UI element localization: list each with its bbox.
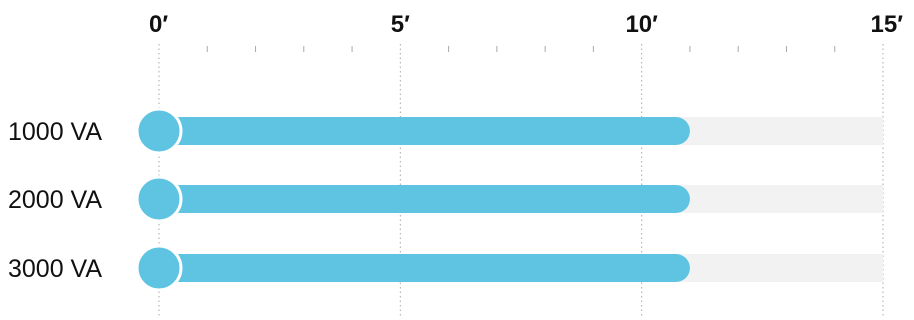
- category-label: 2000 VA: [8, 186, 102, 214]
- bar: [159, 254, 690, 282]
- bar-row: 1000 VA: [8, 107, 883, 155]
- bar-start-knob: [135, 244, 183, 292]
- bar-start-knob: [135, 175, 183, 223]
- bar-row: 2000 VA: [8, 175, 883, 223]
- minor-ticks: [206, 46, 836, 52]
- x-tick-label: 0′: [149, 11, 168, 38]
- x-axis-tick-labels: 0′ 5′ 10′ 15′: [149, 11, 903, 38]
- bar-row: 3000 VA: [8, 244, 883, 292]
- x-tick-label: 10′: [625, 11, 658, 38]
- bars: 1000 VA 2000 VA 3000 VA: [8, 107, 883, 292]
- x-tick-label: 5′: [391, 11, 410, 38]
- x-tick-label: 15′: [871, 11, 904, 38]
- category-label: 3000 VA: [8, 255, 102, 283]
- bar: [159, 117, 690, 145]
- bar-start-knob: [135, 107, 183, 155]
- bar: [159, 185, 690, 213]
- category-label: 1000 VA: [8, 118, 102, 146]
